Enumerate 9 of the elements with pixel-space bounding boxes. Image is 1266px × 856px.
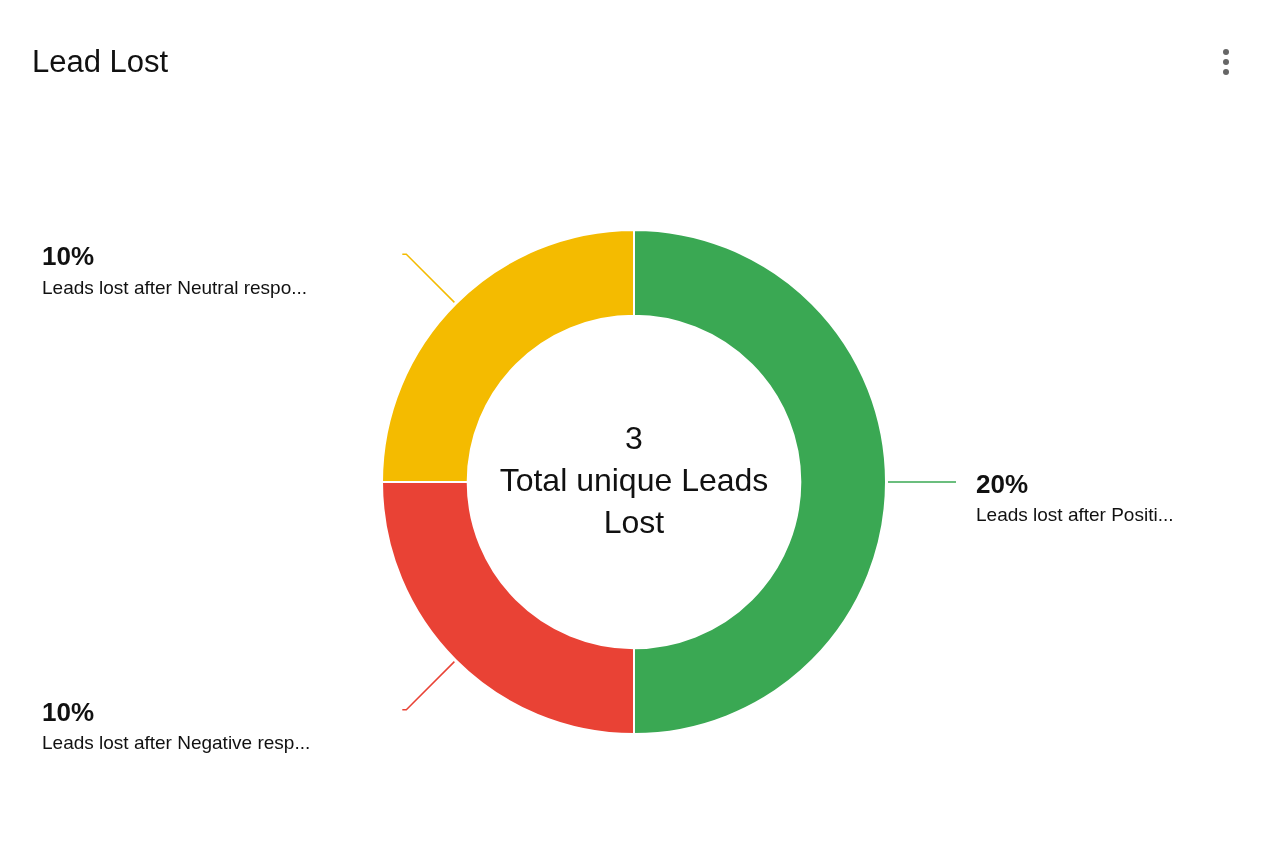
data-label: 20% bbox=[976, 469, 1029, 500]
data-label: 10% bbox=[42, 696, 95, 727]
chart-title: Lead Lost bbox=[32, 44, 169, 80]
text: 3 bbox=[625, 419, 643, 456]
data-label: 10% bbox=[42, 241, 95, 272]
slice-label: Leads lost after Positi... bbox=[976, 504, 1174, 526]
text: Total unique Leads Lost bbox=[499, 461, 769, 540]
slice-label: Leads lost after Neutral respo... bbox=[42, 276, 308, 298]
slice-label: Leads lost after Negative resp... bbox=[42, 731, 311, 753]
